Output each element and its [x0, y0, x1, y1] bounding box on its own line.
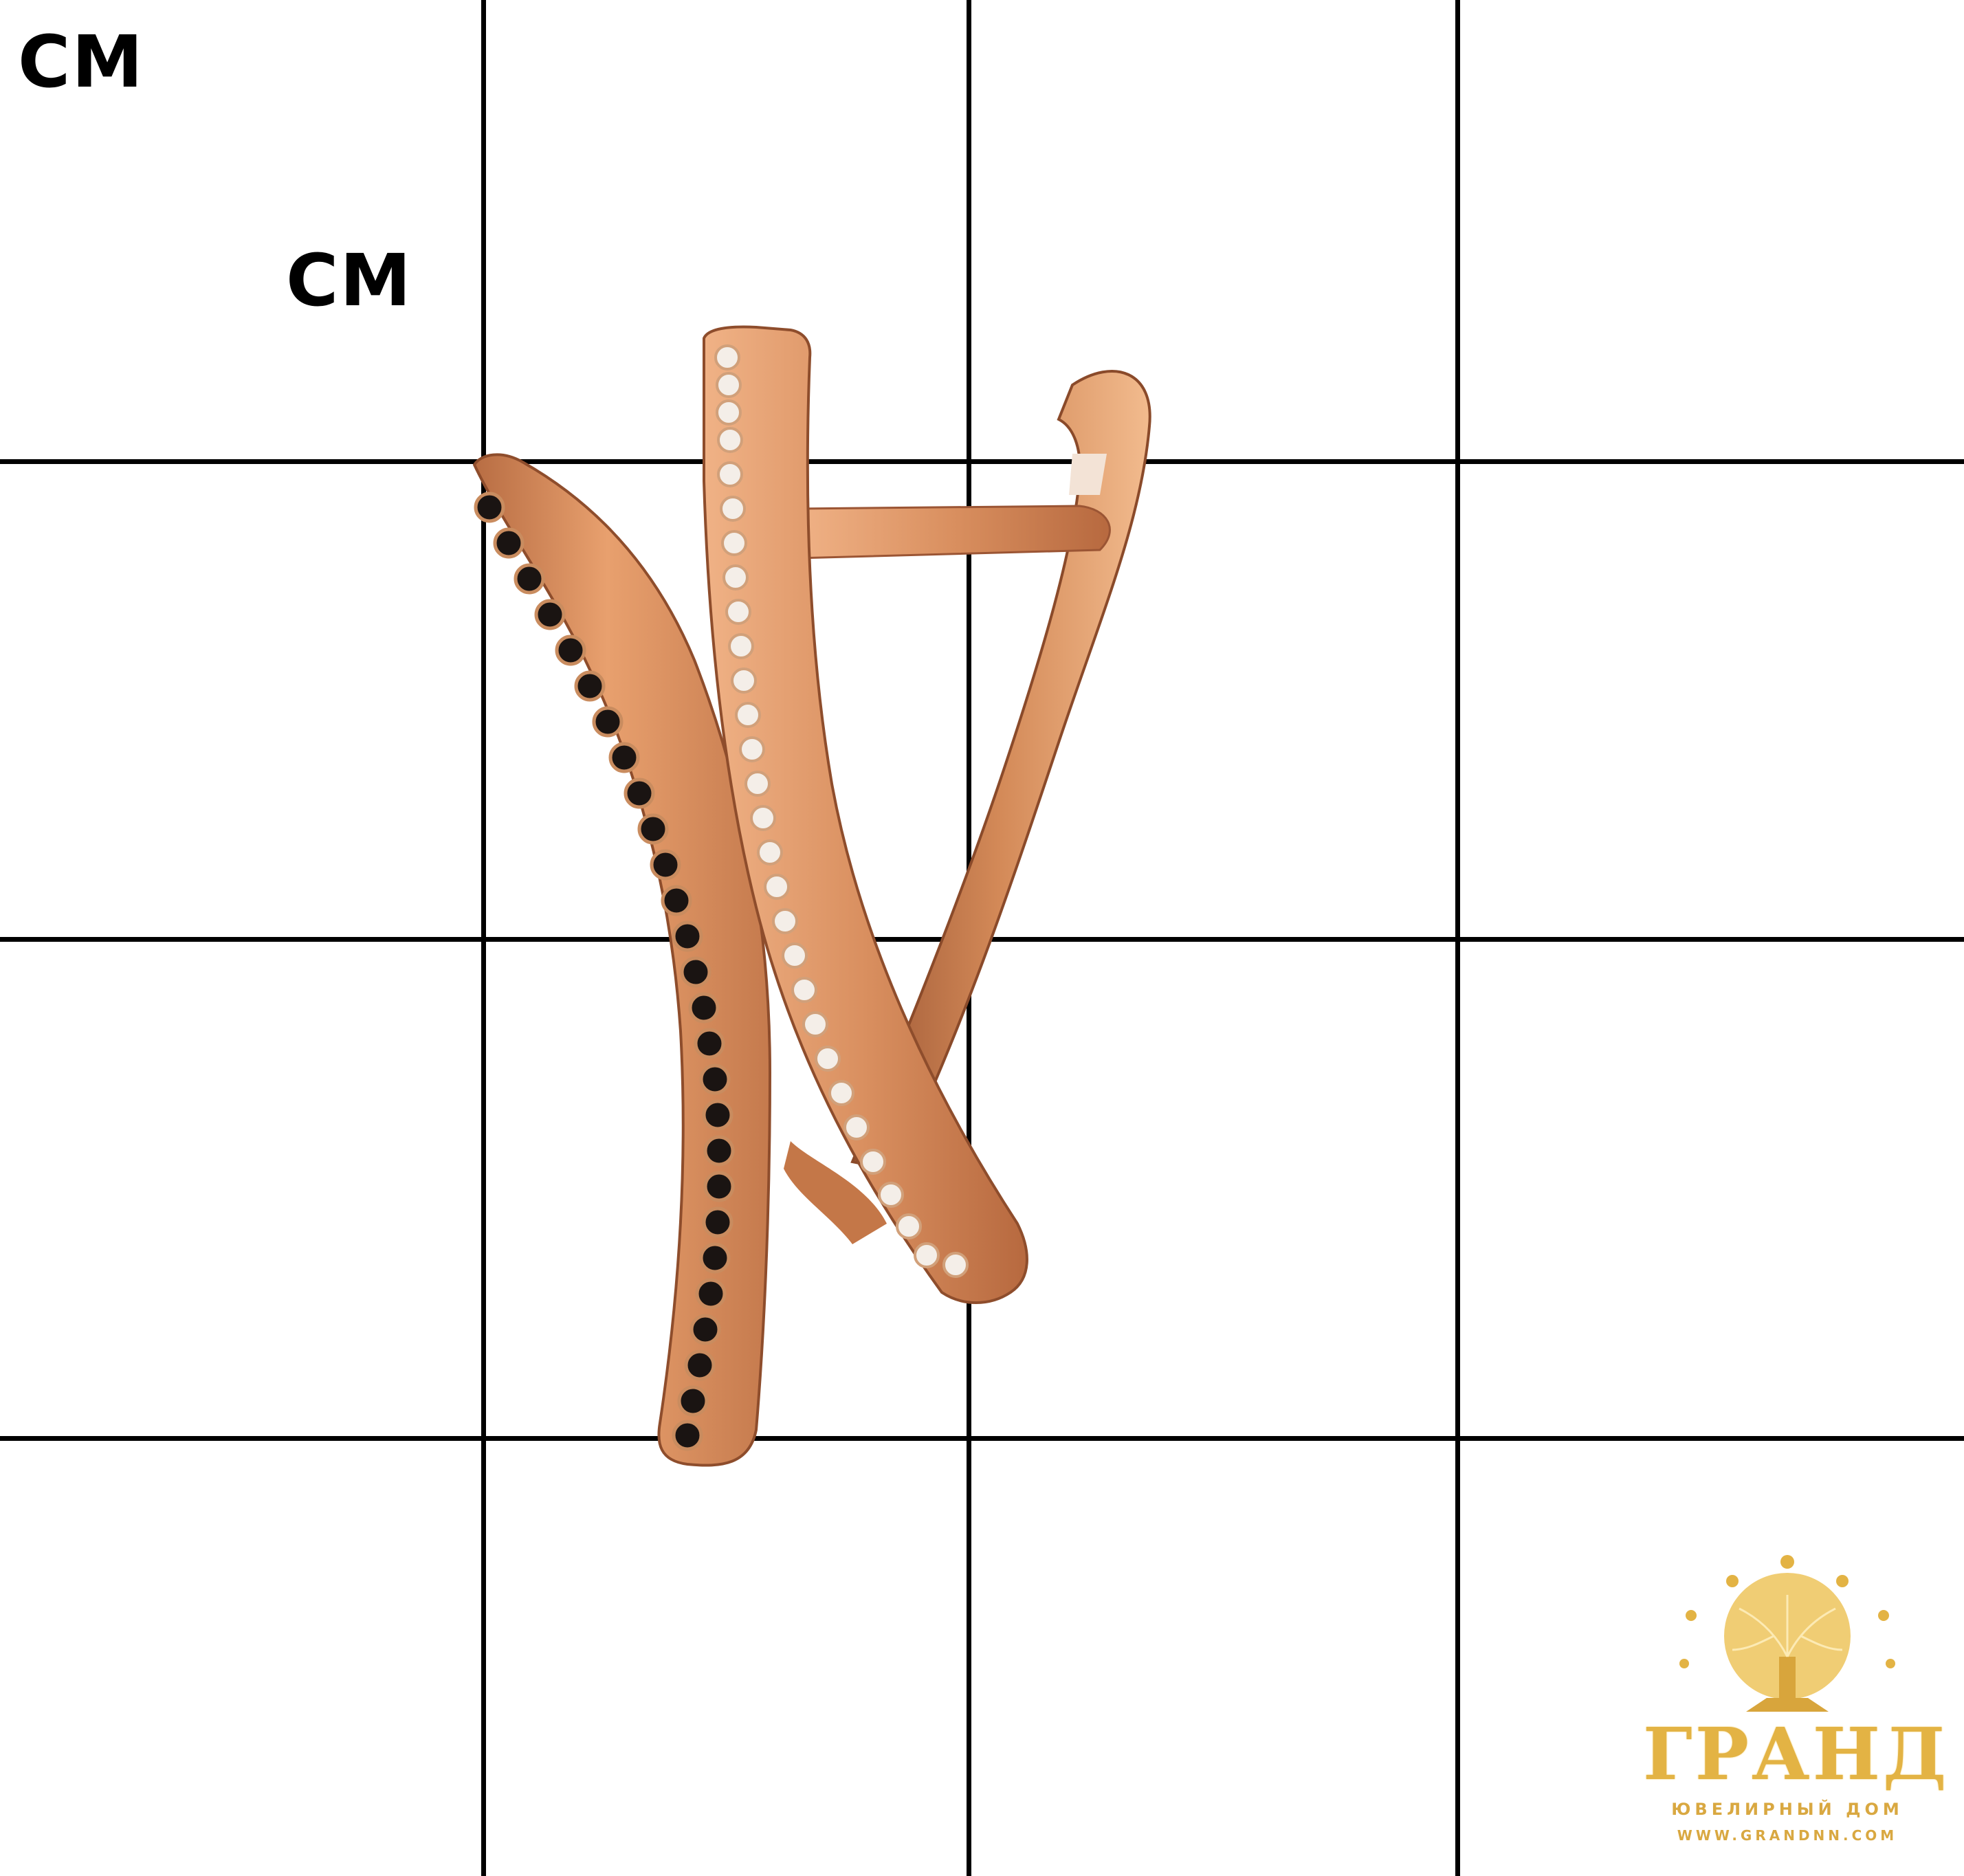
earring-crossbar	[797, 506, 1110, 558]
logo-url: WWW.GRANDNN.COM	[1643, 1827, 1932, 1844]
logo-subtitle: ЮВЕЛИРНЫЙ ДОМ	[1643, 1800, 1932, 1819]
logo-title: ГРАНД	[1643, 1712, 1932, 1796]
tree-logo-icon	[1643, 1554, 1932, 1719]
brand-logo: ГРАНД ЮВЕЛИРНЫЙ ДОМ WWW.GRANDNN.COM	[1643, 1554, 1932, 1856]
